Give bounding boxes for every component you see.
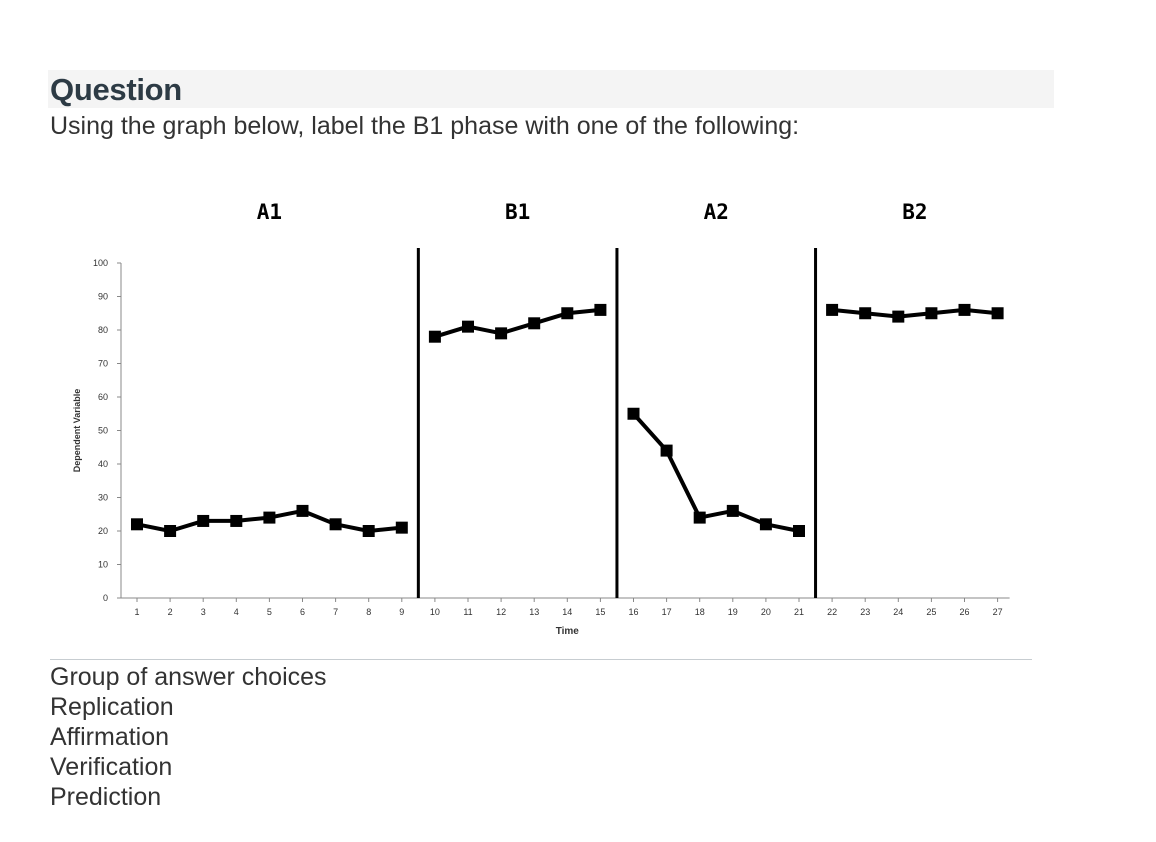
x-tick-label: 27 bbox=[993, 607, 1003, 617]
y-axis-label: Dependent Variable bbox=[72, 389, 82, 473]
x-tick-label: 18 bbox=[695, 607, 705, 617]
data-point-marker bbox=[528, 317, 540, 329]
data-point-marker bbox=[925, 307, 937, 319]
answer-choice-replication[interactable]: Replication bbox=[50, 692, 327, 722]
data-point-marker bbox=[561, 307, 573, 319]
x-tick-label: 3 bbox=[201, 607, 206, 617]
x-tick-label: 8 bbox=[366, 607, 371, 617]
x-tick-label: 15 bbox=[595, 607, 605, 617]
data-point-marker bbox=[661, 445, 673, 457]
question-title: Question bbox=[50, 72, 182, 108]
phase-label-b2: B2 bbox=[902, 200, 927, 224]
data-point-marker bbox=[263, 512, 275, 524]
data-point-marker bbox=[330, 518, 342, 530]
data-point-marker bbox=[959, 304, 971, 316]
answer-choices-group: Group of answer choices Replication Affi… bbox=[50, 662, 327, 812]
x-tick-label: 23 bbox=[860, 607, 870, 617]
x-tick-label: 12 bbox=[496, 607, 506, 617]
x-tick-label: 13 bbox=[529, 607, 539, 617]
x-tick-label: 21 bbox=[794, 607, 804, 617]
y-tick-label: 60 bbox=[98, 392, 108, 402]
answers-divider bbox=[50, 659, 1032, 660]
data-point-marker bbox=[131, 518, 143, 530]
phase-label-b1: B1 bbox=[505, 200, 530, 224]
data-point-marker bbox=[859, 307, 871, 319]
data-point-marker bbox=[363, 525, 375, 537]
y-tick-label: 0 bbox=[103, 593, 108, 603]
answer-choices-legend: Group of answer choices bbox=[50, 662, 327, 692]
x-axis-label: Time bbox=[556, 626, 580, 637]
question-header-bar bbox=[48, 70, 1054, 108]
answer-choice-prediction[interactable]: Prediction bbox=[50, 782, 327, 812]
data-point-marker bbox=[396, 522, 408, 534]
answer-choice-verification[interactable]: Verification bbox=[50, 752, 327, 782]
y-tick-label: 100 bbox=[93, 258, 108, 268]
x-tick-label: 24 bbox=[893, 607, 903, 617]
y-tick-label: 50 bbox=[98, 426, 108, 436]
x-tick-label: 17 bbox=[662, 607, 672, 617]
phase-label-a1: A1 bbox=[257, 200, 282, 224]
data-point-marker bbox=[628, 408, 640, 420]
data-point-marker bbox=[429, 331, 441, 343]
data-point-marker bbox=[760, 518, 772, 530]
data-point-marker bbox=[727, 505, 739, 517]
x-tick-label: 22 bbox=[827, 607, 837, 617]
data-point-marker bbox=[297, 505, 309, 517]
data-point-marker bbox=[992, 307, 1004, 319]
series-line-b2 bbox=[832, 310, 998, 317]
x-tick-label: 1 bbox=[134, 607, 139, 617]
data-point-marker bbox=[694, 512, 706, 524]
x-tick-label: 26 bbox=[959, 607, 969, 617]
x-tick-label: 10 bbox=[430, 607, 440, 617]
x-tick-label: 19 bbox=[728, 607, 738, 617]
y-tick-label: 80 bbox=[98, 325, 108, 335]
series-line-a2 bbox=[634, 414, 800, 531]
data-point-marker bbox=[826, 304, 838, 316]
x-tick-label: 6 bbox=[300, 607, 305, 617]
data-point-marker bbox=[164, 525, 176, 537]
data-point-marker bbox=[230, 515, 242, 527]
phase-label-a2: A2 bbox=[704, 200, 729, 224]
y-tick-label: 90 bbox=[98, 292, 108, 302]
y-tick-label: 40 bbox=[98, 459, 108, 469]
x-tick-label: 9 bbox=[399, 607, 404, 617]
y-tick-label: 70 bbox=[98, 359, 108, 369]
x-tick-label: 2 bbox=[168, 607, 173, 617]
x-tick-label: 5 bbox=[267, 607, 272, 617]
series-line-b1 bbox=[435, 310, 601, 337]
data-point-marker bbox=[197, 515, 209, 527]
data-point-marker bbox=[594, 304, 606, 316]
x-tick-label: 11 bbox=[463, 607, 472, 617]
data-point-marker bbox=[462, 321, 474, 333]
data-point-marker bbox=[793, 525, 805, 537]
y-tick-label: 30 bbox=[98, 493, 108, 503]
x-tick-label: 14 bbox=[562, 607, 572, 617]
data-point-marker bbox=[495, 327, 507, 339]
phase-line-chart: 0 10 20 30 40 50 60 70 80 90 100 1 2 3 4 5 6 7 8 9 10 11 12 13 1… bbox=[60, 185, 1040, 645]
x-tick-label: 7 bbox=[333, 607, 338, 617]
x-tick-label: 20 bbox=[761, 607, 771, 617]
y-tick-label: 10 bbox=[98, 560, 108, 570]
answer-choice-affirmation[interactable]: Affirmation bbox=[50, 722, 327, 752]
x-tick-label: 4 bbox=[234, 607, 239, 617]
data-point-marker bbox=[892, 311, 904, 323]
y-tick-label: 20 bbox=[98, 526, 108, 536]
x-tick-label: 25 bbox=[926, 607, 936, 617]
x-tick-label: 16 bbox=[628, 607, 638, 617]
question-prompt: Using the graph below, label the B1 phas… bbox=[50, 112, 799, 141]
